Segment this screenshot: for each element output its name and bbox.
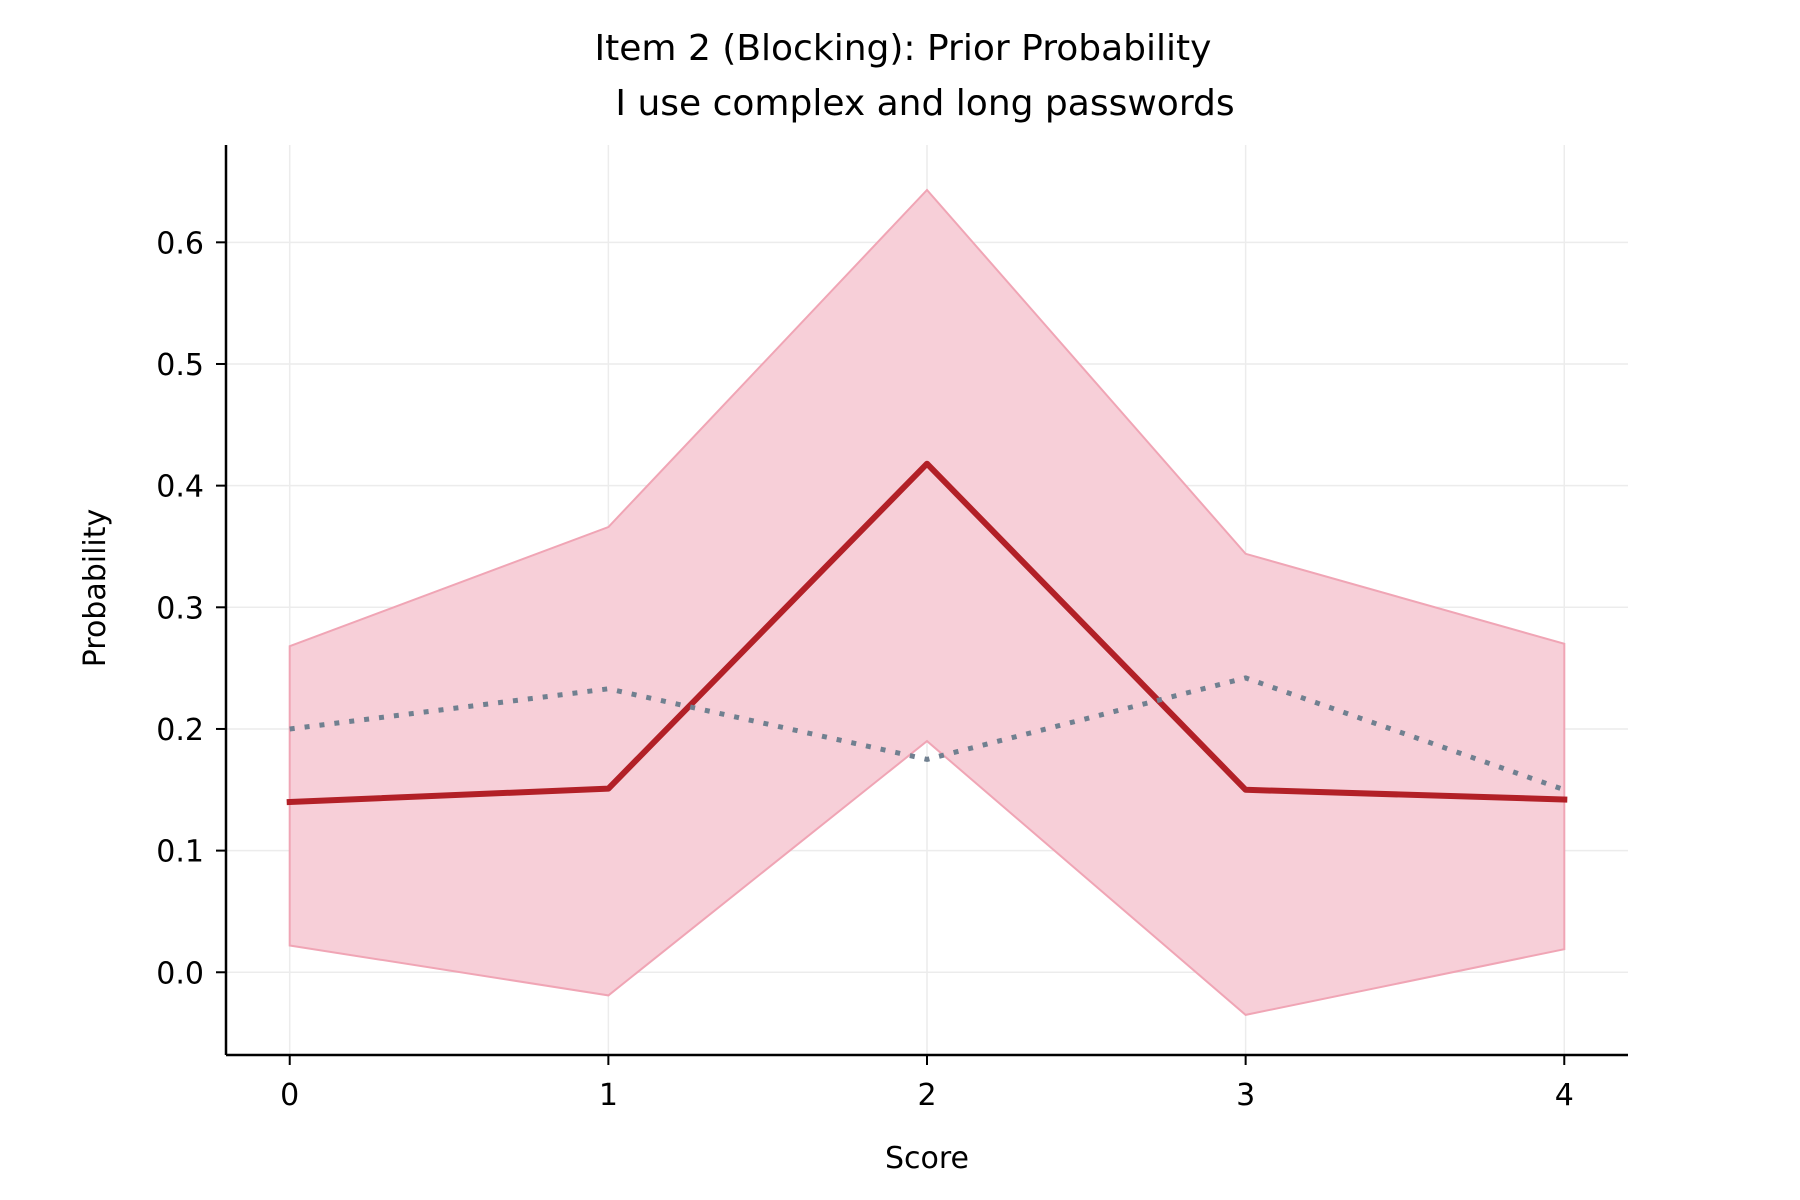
y-tick-label: 0.2: [156, 713, 204, 748]
confidence-band: [288, 188, 1566, 1016]
x-axis-label: Score: [885, 1141, 969, 1176]
y-tick-label: 0.6: [156, 226, 204, 261]
y-tick-label: 0.0: [156, 956, 204, 991]
series-layer: [286, 460, 1568, 806]
series-line-dotted: [289, 675, 1566, 793]
x-tick-label: 0: [280, 1078, 299, 1113]
chart-title: Item 2 (Blocking): Prior Probability: [595, 28, 1212, 69]
x-tick-label: 1: [599, 1078, 618, 1113]
y-tick-label: 0.4: [156, 470, 204, 505]
x-tick-label: 4: [1555, 1078, 1574, 1113]
confidence-band-layer: [288, 188, 1566, 1016]
chart-subtitle: I use complex and long passwords: [615, 83, 1234, 124]
series-line-solid: [286, 460, 1568, 806]
ticks-layer: 0.0 0.1 0.2 0.3 0.4 0.5 0.6 0 1 2 3 4: [156, 226, 1574, 1113]
y-tick-label: 0.3: [156, 591, 204, 626]
x-tick-label: 3: [1236, 1078, 1255, 1113]
y-tick-label: 0.5: [156, 348, 204, 383]
y-axis-label: Probability: [78, 509, 113, 668]
x-tick-label: 2: [917, 1078, 936, 1113]
y-tick-label: 0.1: [156, 835, 204, 870]
